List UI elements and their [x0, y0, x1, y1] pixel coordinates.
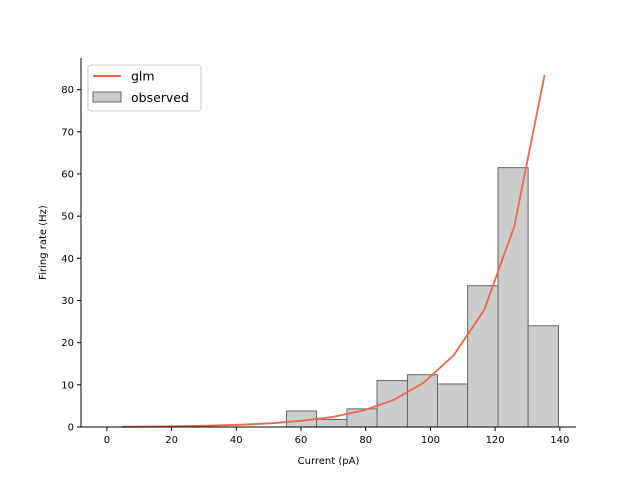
y-axis-label: Firing rate (Hz): [38, 205, 49, 280]
y-axis-ticks: 0 10 20 30 40 50 60 70 80: [61, 85, 81, 434]
x-tick-label: 120: [486, 435, 505, 446]
x-tick-label: 60: [295, 435, 308, 446]
x-tick-label: 20: [165, 435, 178, 446]
x-tick-label: 100: [421, 435, 440, 446]
axes: [80, 58, 576, 428]
histogram-bar: [467, 285, 499, 428]
glm-line: [121, 74, 546, 428]
histogram-bar: [316, 418, 348, 428]
y-tick-label: 60: [61, 169, 74, 180]
legend: glm observed: [87, 64, 202, 112]
y-tick-label: 20: [61, 338, 74, 349]
x-tick-label: 140: [550, 435, 569, 446]
y-tick-label: 30: [61, 296, 74, 307]
x-axis-label: Current (pA): [298, 456, 360, 467]
glm-line-group: [121, 74, 546, 428]
y-tick-label: 50: [61, 212, 74, 223]
histogram-bars: [285, 167, 560, 428]
histogram-bar: [437, 383, 469, 428]
y-tick-label: 40: [61, 254, 74, 265]
y-tick-label: 0: [68, 423, 74, 434]
y-tick-label: 10: [61, 380, 74, 391]
legend-observed-swatch: [92, 91, 122, 103]
legend-observed-label: observed: [131, 90, 189, 105]
histogram-bar: [497, 167, 529, 428]
x-tick-label: 40: [230, 435, 243, 446]
legend-glm-label: glm: [131, 69, 155, 84]
x-tick-label: 0: [104, 435, 110, 446]
y-tick-label: 80: [61, 85, 74, 96]
histogram-bar: [527, 325, 560, 428]
y-tick-label: 70: [61, 127, 74, 138]
x-tick-label: 80: [359, 435, 372, 446]
x-axis-ticks: 0 20 40 60 80 100 120 140: [104, 427, 569, 446]
